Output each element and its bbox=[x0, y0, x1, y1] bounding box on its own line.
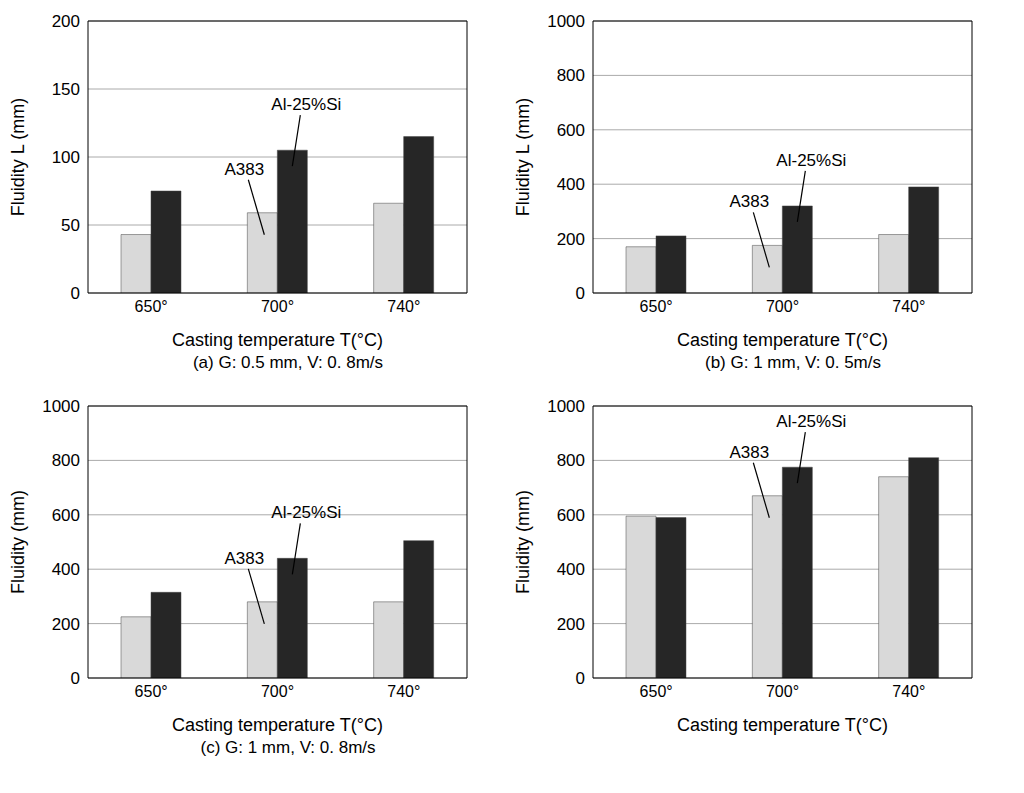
svg-text:200: 200 bbox=[557, 615, 585, 634]
svg-text:740°: 740° bbox=[387, 298, 420, 315]
svg-text:400: 400 bbox=[52, 560, 80, 579]
svg-text:Fluidity (mm): Fluidity (mm) bbox=[8, 490, 28, 594]
html-text:(c) G: 1 mm, V: 0. 8m/s: (c) G: 1 mm, V: 0. 8m/s bbox=[200, 738, 376, 757]
svg-text:800: 800 bbox=[557, 451, 585, 470]
svg-text:Casting temperature T(°C): Casting temperature T(°C) bbox=[172, 330, 383, 350]
svg-text:A383: A383 bbox=[729, 443, 769, 462]
svg-text:A383: A383 bbox=[224, 160, 264, 179]
svg-text:600: 600 bbox=[52, 506, 80, 525]
svg-text:650°: 650° bbox=[640, 683, 673, 700]
svg-text:Al-25%Si: Al-25%Si bbox=[271, 503, 341, 522]
svg-text:800: 800 bbox=[52, 451, 80, 470]
html-text:(a) G: 0.5 mm, V: 0. 8m/s: (a) G: 0.5 mm, V: 0. 8m/s bbox=[192, 353, 384, 372]
svg-text:740°: 740° bbox=[892, 683, 925, 700]
svg-text:100: 100 bbox=[52, 148, 80, 167]
svg-text:0: 0 bbox=[71, 284, 80, 303]
svg-text:0: 0 bbox=[576, 284, 585, 303]
svg-text:740°: 740° bbox=[892, 298, 925, 315]
svg-text:650°: 650° bbox=[135, 683, 168, 700]
svg-text:1000: 1000 bbox=[547, 12, 585, 31]
svg-text:0: 0 bbox=[576, 669, 585, 688]
svg-text:Casting temperature T(°C): Casting temperature T(°C) bbox=[677, 330, 888, 350]
svg-text:Casting temperature T(°C): Casting temperature T(°C) bbox=[172, 715, 383, 735]
svg-text:Al-25%Si: Al-25%Si bbox=[271, 95, 341, 114]
svg-text:0: 0 bbox=[71, 669, 80, 688]
svg-text:600: 600 bbox=[557, 121, 585, 140]
svg-text:650°: 650° bbox=[135, 298, 168, 315]
svg-text:1000: 1000 bbox=[547, 397, 585, 416]
svg-text:800: 800 bbox=[557, 66, 585, 85]
svg-text:700°: 700° bbox=[261, 298, 294, 315]
svg-text:200: 200 bbox=[557, 230, 585, 249]
svg-text:Al-25%Si: Al-25%Si bbox=[776, 412, 846, 431]
svg-text:700°: 700° bbox=[766, 683, 799, 700]
svg-text:Fluidity (mm): Fluidity (mm) bbox=[513, 490, 533, 594]
svg-text:200: 200 bbox=[52, 12, 80, 31]
svg-text:400: 400 bbox=[557, 560, 585, 579]
svg-text:740°: 740° bbox=[387, 683, 420, 700]
svg-text:700°: 700° bbox=[261, 683, 294, 700]
svg-text:400: 400 bbox=[557, 175, 585, 194]
svg-text:Fluidity L (mm): Fluidity L (mm) bbox=[8, 98, 28, 216]
svg-text:A383: A383 bbox=[729, 192, 769, 211]
svg-text:600: 600 bbox=[557, 506, 585, 525]
svg-text:650°: 650° bbox=[640, 298, 673, 315]
svg-text:700°: 700° bbox=[766, 298, 799, 315]
svg-text:Casting temperature T(°C): Casting temperature T(°C) bbox=[677, 715, 888, 735]
svg-text:Al-25%Si: Al-25%Si bbox=[776, 151, 846, 170]
svg-text:150: 150 bbox=[52, 80, 80, 99]
svg-text:200: 200 bbox=[52, 615, 80, 634]
svg-text:50: 50 bbox=[61, 216, 80, 235]
html-text:(b) G: 1 mm, V: 0. 5m/s: (b) G: 1 mm, V: 0. 5m/s bbox=[705, 353, 881, 372]
svg-text:Fluidity L (mm): Fluidity L (mm) bbox=[513, 98, 533, 216]
svg-text:1000: 1000 bbox=[42, 397, 80, 416]
svg-text:A383: A383 bbox=[224, 549, 264, 568]
